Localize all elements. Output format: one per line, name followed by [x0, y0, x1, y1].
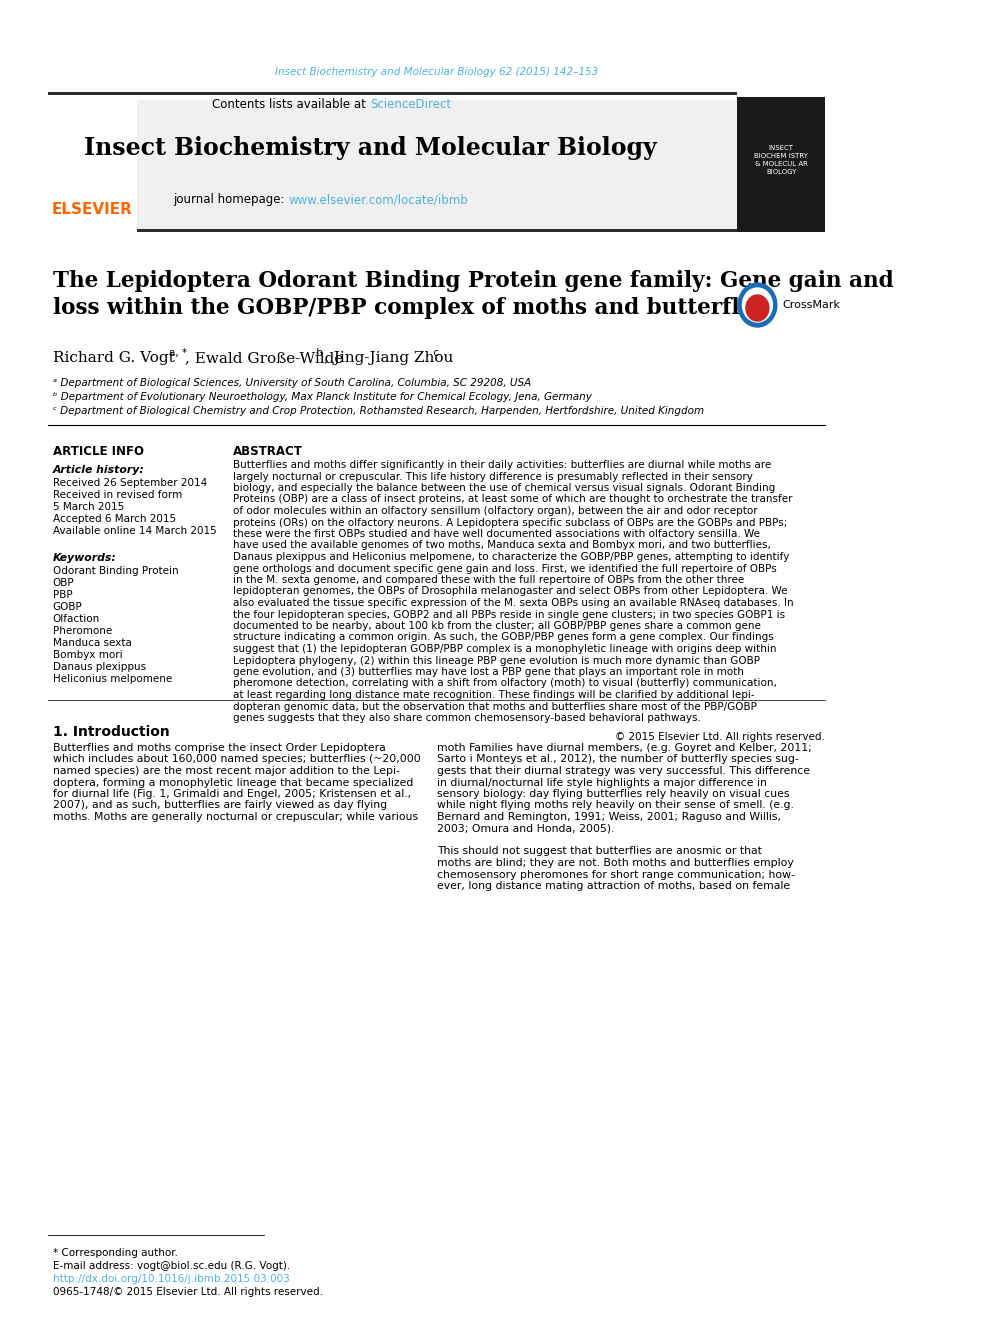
- Text: The Lepidoptera Odorant Binding Protein gene family: Gene gain and
loss within t: The Lepidoptera Odorant Binding Protein …: [53, 270, 894, 319]
- Text: proteins (ORs) on the olfactory neurons. A Lepidoptera specific subclass of OBPs: proteins (ORs) on the olfactory neurons.…: [233, 517, 788, 528]
- Text: named species) are the most recent major addition to the Lepi-: named species) are the most recent major…: [53, 766, 400, 777]
- Text: sensory biology: day flying butterflies rely heavily on visual cues: sensory biology: day flying butterflies …: [436, 789, 790, 799]
- Text: lepidopteran genomes, the OBPs of Drosophila melanogaster and select OBPs from o: lepidopteran genomes, the OBPs of Drosop…: [233, 586, 788, 597]
- FancyBboxPatch shape: [49, 101, 737, 230]
- Text: ᶜ Department of Biological Chemistry and Crop Protection, Rothamsted Research, H: ᶜ Department of Biological Chemistry and…: [53, 406, 704, 415]
- Text: Insect Biochemistry and Molecular Biology 62 (2015) 142–153: Insect Biochemistry and Molecular Biolog…: [275, 67, 598, 77]
- Text: www.elsevier.com/locate/ibmb: www.elsevier.com/locate/ibmb: [289, 193, 468, 206]
- Text: in diurnal/nocturnal life style highlights a major difference in: in diurnal/nocturnal life style highligh…: [436, 778, 767, 787]
- Bar: [49, 97, 137, 232]
- Text: ScienceDirect: ScienceDirect: [370, 98, 451, 111]
- Bar: [49, 229, 737, 232]
- Text: ELSEVIER: ELSEVIER: [52, 202, 133, 217]
- Text: at least regarding long distance mate recognition. These findings will be clarif: at least regarding long distance mate re…: [233, 691, 755, 700]
- Text: of odor molecules within an olfactory sensillum (olfactory organ), between the a: of odor molecules within an olfactory se…: [233, 505, 758, 516]
- Text: Lepidoptera phylogeny, (2) within this lineage PBP gene evolution is much more d: Lepidoptera phylogeny, (2) within this l…: [233, 655, 761, 665]
- Text: these were the first OBPs studied and have well documented associations with olf: these were the first OBPs studied and ha…: [233, 529, 761, 538]
- Circle shape: [746, 295, 769, 321]
- Text: Bernard and Remington, 1991; Weiss, 2001; Raguso and Willis,: Bernard and Remington, 1991; Weiss, 2001…: [436, 812, 781, 822]
- Text: ᵃ Department of Biological Sciences, University of South Carolina, Columbia, SC : ᵃ Department of Biological Sciences, Uni…: [53, 378, 531, 388]
- Text: CrossMark: CrossMark: [782, 300, 840, 310]
- Circle shape: [738, 283, 777, 327]
- Text: gene orthologs and document specific gene gain and loss. First, we identified th: gene orthologs and document specific gen…: [233, 564, 777, 573]
- Text: Odorant Binding Protein: Odorant Binding Protein: [53, 566, 179, 576]
- Text: Heliconius melpomene: Heliconius melpomene: [53, 673, 172, 684]
- Text: Accepted 6 March 2015: Accepted 6 March 2015: [53, 515, 176, 524]
- Text: Richard G. Vogt: Richard G. Vogt: [53, 351, 175, 365]
- Text: 2003; Omura and Honda, 2005).: 2003; Omura and Honda, 2005).: [436, 823, 614, 833]
- Text: journal homepage:: journal homepage:: [174, 193, 289, 206]
- Text: , Jing-Jiang Zhou: , Jing-Jiang Zhou: [324, 351, 453, 365]
- Circle shape: [742, 288, 773, 321]
- Text: Pheromone: Pheromone: [53, 626, 112, 636]
- Text: gene evolution, and (3) butterflies may have lost a PBP gene that plays an impor: gene evolution, and (3) butterflies may …: [233, 667, 744, 677]
- Text: GOBP: GOBP: [53, 602, 82, 613]
- Text: Received 26 September 2014: Received 26 September 2014: [53, 478, 207, 488]
- Text: http://dx.doi.org/10.1016/j.ibmb.2015.03.003: http://dx.doi.org/10.1016/j.ibmb.2015.03…: [53, 1274, 290, 1285]
- Text: 2007), and as such, butterflies are fairly viewed as day flying: 2007), and as such, butterflies are fair…: [53, 800, 387, 811]
- Text: Manduca sexta: Manduca sexta: [53, 638, 132, 648]
- Text: moths. Moths are generally nocturnal or crepuscular; while various: moths. Moths are generally nocturnal or …: [53, 812, 418, 822]
- Text: 5 March 2015: 5 March 2015: [53, 501, 124, 512]
- Text: the four lepidopteran species, GOBP2 and all PBPs reside in single gene clusters: the four lepidopteran species, GOBP2 and…: [233, 610, 786, 619]
- Text: also evaluated the tissue specific expression of the M. sexta OBPs using an avai: also evaluated the tissue specific expre…: [233, 598, 794, 609]
- Text: Keywords:: Keywords:: [53, 553, 117, 564]
- Text: have used the available genomes of two moths, Manduca sexta and Bombyx mori, and: have used the available genomes of two m…: [233, 541, 771, 550]
- Text: doptera, forming a monophyletic lineage that became specialized: doptera, forming a monophyletic lineage …: [53, 778, 414, 787]
- Text: Olfaction: Olfaction: [53, 614, 100, 624]
- Text: gests that their diurnal strategy was very successful. This difference: gests that their diurnal strategy was ve…: [436, 766, 809, 777]
- Text: for diurnal life (Fig. 1, Grimaldi and Engel, 2005; Kristensen et al.,: for diurnal life (Fig. 1, Grimaldi and E…: [53, 789, 411, 799]
- Text: E-mail address: vogt@biol.sc.edu (R.G. Vogt).: E-mail address: vogt@biol.sc.edu (R.G. V…: [53, 1261, 290, 1271]
- Text: moths are blind; they are not. Both moths and butterflies employ: moths are blind; they are not. Both moth…: [436, 859, 794, 868]
- Text: Insect Biochemistry and Molecular Biology: Insect Biochemistry and Molecular Biolog…: [83, 136, 657, 160]
- Text: Received in revised form: Received in revised form: [53, 490, 183, 500]
- Text: b: b: [312, 348, 322, 359]
- Text: Bombyx mori: Bombyx mori: [53, 650, 122, 660]
- Text: suggest that (1) the lepidopteran GOBP/PBP complex is a monophyletic lineage wit: suggest that (1) the lepidopteran GOBP/P…: [233, 644, 777, 654]
- Text: while night flying moths rely heavily on their sense of smell. (e.g.: while night flying moths rely heavily on…: [436, 800, 794, 811]
- Text: dopteran genomic data, but the observation that moths and butterflies share most: dopteran genomic data, but the observati…: [233, 701, 757, 712]
- Text: documented to be nearby, about 100 kb from the cluster; all GOBP/PBP genes share: documented to be nearby, about 100 kb fr…: [233, 620, 761, 631]
- Text: , Ewald Große-Wilde: , Ewald Große-Wilde: [185, 351, 343, 365]
- Text: INSECT
BIOCHEM ISTRY
& MOLECUL AR
BIOLOGY: INSECT BIOCHEM ISTRY & MOLECUL AR BIOLOG…: [754, 146, 808, 175]
- Text: moth Families have diurnal members, (e.g. Goyret and Kelber, 2011;: moth Families have diurnal members, (e.g…: [436, 744, 811, 753]
- Text: ever, long distance mating attraction of moths, based on female: ever, long distance mating attraction of…: [436, 881, 790, 890]
- Text: PBP: PBP: [53, 590, 72, 601]
- Text: Danaus plexippus and Heliconius melpomene, to characterize the GOBP/PBP genes, a: Danaus plexippus and Heliconius melpomen…: [233, 552, 790, 562]
- Text: in the M. sexta genome, and compared these with the full repertoire of OBPs from: in the M. sexta genome, and compared the…: [233, 576, 745, 585]
- Text: © 2015 Elsevier Ltd. All rights reserved.: © 2015 Elsevier Ltd. All rights reserved…: [615, 733, 825, 742]
- Text: chemosensory pheromones for short range communication; how-: chemosensory pheromones for short range …: [436, 869, 795, 880]
- Text: * Corresponding author.: * Corresponding author.: [53, 1248, 178, 1258]
- Text: Danaus plexippus: Danaus plexippus: [53, 662, 146, 672]
- Bar: [49, 93, 737, 95]
- Text: ARTICLE INFO: ARTICLE INFO: [53, 445, 144, 458]
- Text: pheromone detection, correlating with a shift from olfactory (moth) to visual (b: pheromone detection, correlating with a …: [233, 679, 778, 688]
- Bar: [737, 97, 825, 232]
- Text: This should not suggest that butterflies are anosmic or that: This should not suggest that butterflies…: [436, 847, 762, 856]
- Text: Contents lists available at: Contents lists available at: [212, 98, 370, 111]
- Text: Butterflies and moths comprise the insect Order Lepidoptera: Butterflies and moths comprise the insec…: [53, 744, 386, 753]
- Text: ᵇ Department of Evolutionary Neuroethology, Max Planck Institute for Chemical Ec: ᵇ Department of Evolutionary Neuroetholo…: [53, 392, 591, 402]
- Text: largely nocturnal or crepuscular. This life history difference is presumably ref: largely nocturnal or crepuscular. This l…: [233, 471, 753, 482]
- Text: c: c: [430, 348, 438, 359]
- Text: Butterflies and moths differ significantly in their daily activities: butterflie: Butterflies and moths differ significant…: [233, 460, 772, 470]
- Text: structure indicating a common origin. As such, the GOBP/PBP genes form a gene co: structure indicating a common origin. As…: [233, 632, 774, 643]
- Text: Available online 14 March 2015: Available online 14 March 2015: [53, 527, 216, 536]
- Text: 0965-1748/© 2015 Elsevier Ltd. All rights reserved.: 0965-1748/© 2015 Elsevier Ltd. All right…: [53, 1287, 322, 1297]
- Text: which includes about 160,000 named species; butterflies (~20,000: which includes about 160,000 named speci…: [53, 754, 421, 765]
- Text: Sarto i Monteys et al., 2012), the number of butterfly species sug-: Sarto i Monteys et al., 2012), the numbe…: [436, 754, 799, 765]
- Text: ABSTRACT: ABSTRACT: [233, 445, 304, 458]
- Text: Proteins (OBP) are a class of insect proteins, at least some of which are though: Proteins (OBP) are a class of insect pro…: [233, 495, 793, 504]
- Text: 1. Introduction: 1. Introduction: [53, 725, 170, 740]
- Text: OBP: OBP: [53, 578, 74, 587]
- Text: Article history:: Article history:: [53, 464, 145, 475]
- Text: a, *: a, *: [169, 348, 187, 359]
- Text: genes suggests that they also share common chemosensory-based behavioral pathway: genes suggests that they also share comm…: [233, 713, 701, 722]
- Text: biology, and especially the balance between the use of chemical versus visual si: biology, and especially the balance betw…: [233, 483, 776, 493]
